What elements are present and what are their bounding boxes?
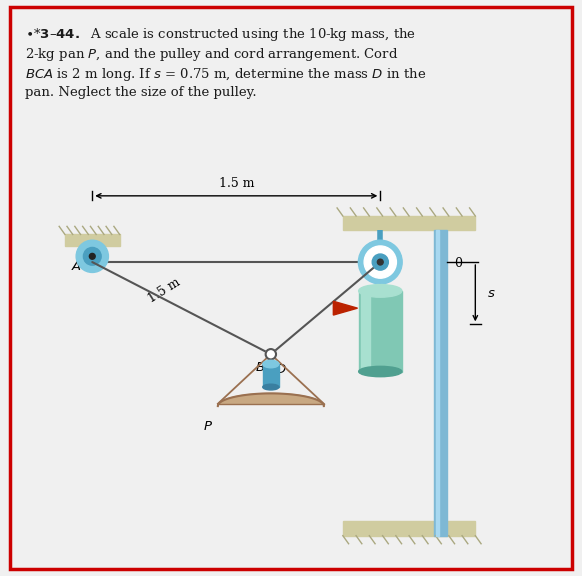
Bar bbox=[343, 216, 475, 230]
Text: $A$: $A$ bbox=[71, 260, 82, 273]
Text: 2-kg pan $P$, and the pulley and cord arrangement. Cord: 2-kg pan $P$, and the pulley and cord ar… bbox=[25, 46, 398, 63]
Bar bbox=[436, 230, 439, 536]
Text: $D$: $D$ bbox=[275, 363, 287, 376]
Bar bbox=[359, 291, 402, 372]
Circle shape bbox=[76, 240, 108, 272]
Circle shape bbox=[265, 349, 276, 359]
Circle shape bbox=[83, 248, 101, 265]
Ellipse shape bbox=[263, 361, 279, 368]
Polygon shape bbox=[333, 301, 357, 315]
Text: $B$: $B$ bbox=[255, 361, 265, 374]
Bar bbox=[361, 291, 371, 372]
Polygon shape bbox=[218, 393, 324, 406]
Bar bbox=[343, 521, 475, 536]
Text: 1.5 m: 1.5 m bbox=[146, 276, 183, 306]
Text: 1.5 m: 1.5 m bbox=[218, 177, 254, 190]
Text: pan. Neglect the size of the pulley.: pan. Neglect the size of the pulley. bbox=[25, 86, 257, 100]
Circle shape bbox=[90, 253, 95, 259]
Circle shape bbox=[359, 240, 402, 284]
Circle shape bbox=[377, 259, 383, 265]
Text: 0: 0 bbox=[454, 257, 462, 270]
Ellipse shape bbox=[359, 366, 402, 377]
Bar bbox=[263, 364, 279, 387]
Bar bbox=[65, 234, 120, 246]
Text: $BCA$ is 2 m long. If $s$ = 0.75 m, determine the mass $D$ in the: $BCA$ is 2 m long. If $s$ = 0.75 m, dete… bbox=[25, 66, 426, 84]
Text: $s$: $s$ bbox=[487, 287, 495, 300]
Text: $P$: $P$ bbox=[203, 420, 213, 434]
Ellipse shape bbox=[263, 384, 279, 390]
Bar bbox=[434, 230, 447, 536]
Text: $\bullet$*$\mathbf{3}$–$\mathbf{44.}$  A scale is constructed using the 10-kg ma: $\bullet$*$\mathbf{3}$–$\mathbf{44.}$ A … bbox=[25, 26, 416, 43]
Ellipse shape bbox=[359, 285, 402, 297]
Circle shape bbox=[372, 254, 388, 270]
Circle shape bbox=[364, 246, 396, 278]
Text: $C$: $C$ bbox=[388, 256, 399, 268]
